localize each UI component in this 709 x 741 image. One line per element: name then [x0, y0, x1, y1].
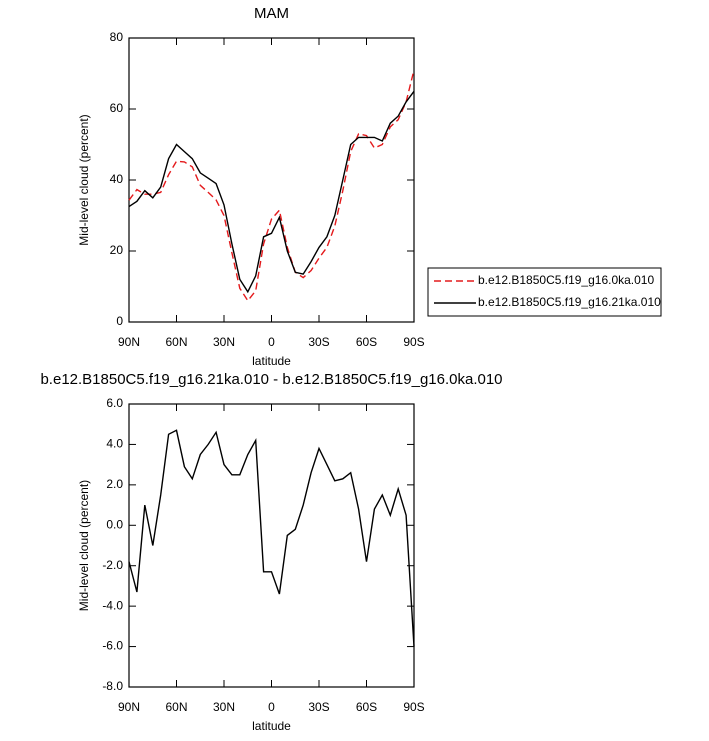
y-tick-label: 60 [110, 101, 124, 115]
y-tick-label: 0.0 [106, 517, 123, 531]
x-tick-label: 90S [403, 335, 424, 349]
chart-title: b.e12.B1850C5.f19_g16.21ka.010 - b.e12.B… [40, 371, 502, 388]
y-tick-label: 2.0 [106, 477, 123, 491]
y-tick-label: -2.0 [102, 558, 123, 572]
plot-frame [128, 403, 415, 688]
y-tick-label: -6.0 [102, 639, 123, 653]
x-tick-label: 60N [165, 335, 187, 349]
x-tick-label: 30N [213, 700, 235, 714]
y-tick-label: 40 [110, 172, 124, 186]
x-axis-label: latitude [252, 719, 291, 733]
plot-frame [128, 37, 415, 323]
x-tick-label: 30S [308, 700, 329, 714]
y-tick-label: 0 [116, 314, 123, 328]
x-tick-label: 60S [356, 700, 377, 714]
x-tick-label: 90N [118, 335, 140, 349]
x-tick-label: 90S [403, 700, 424, 714]
y-tick-label: 6.0 [106, 396, 123, 410]
series-line [128, 90, 415, 294]
difference-line [128, 429, 415, 647]
y-axis-label: Mid-level cloud (percent) [77, 114, 91, 245]
legend-box [427, 267, 662, 317]
legend-label: b.e12.B1850C5.f19_g16.0ka.010 [478, 273, 654, 287]
y-tick-label: 20 [110, 243, 124, 257]
y-axis-label: Mid-level cloud (percent) [77, 480, 91, 611]
x-tick-label: 0 [268, 335, 275, 349]
x-tick-label: 90N [118, 700, 140, 714]
y-tick-label: 4.0 [106, 437, 123, 451]
x-tick-label: 60S [356, 335, 377, 349]
y-tick-label: -8.0 [102, 679, 123, 693]
x-axis-label: latitude [252, 354, 291, 368]
chart-title: MAM [254, 5, 289, 22]
x-tick-label: 60N [165, 700, 187, 714]
x-tick-label: 30S [308, 335, 329, 349]
series-line [128, 69, 415, 302]
y-tick-label: -4.0 [102, 598, 123, 612]
x-tick-label: 30N [213, 335, 235, 349]
y-tick-label: 80 [110, 30, 124, 44]
x-tick-label: 0 [268, 700, 275, 714]
legend-label: b.e12.B1850C5.f19_g16.21ka.010 [478, 295, 661, 309]
